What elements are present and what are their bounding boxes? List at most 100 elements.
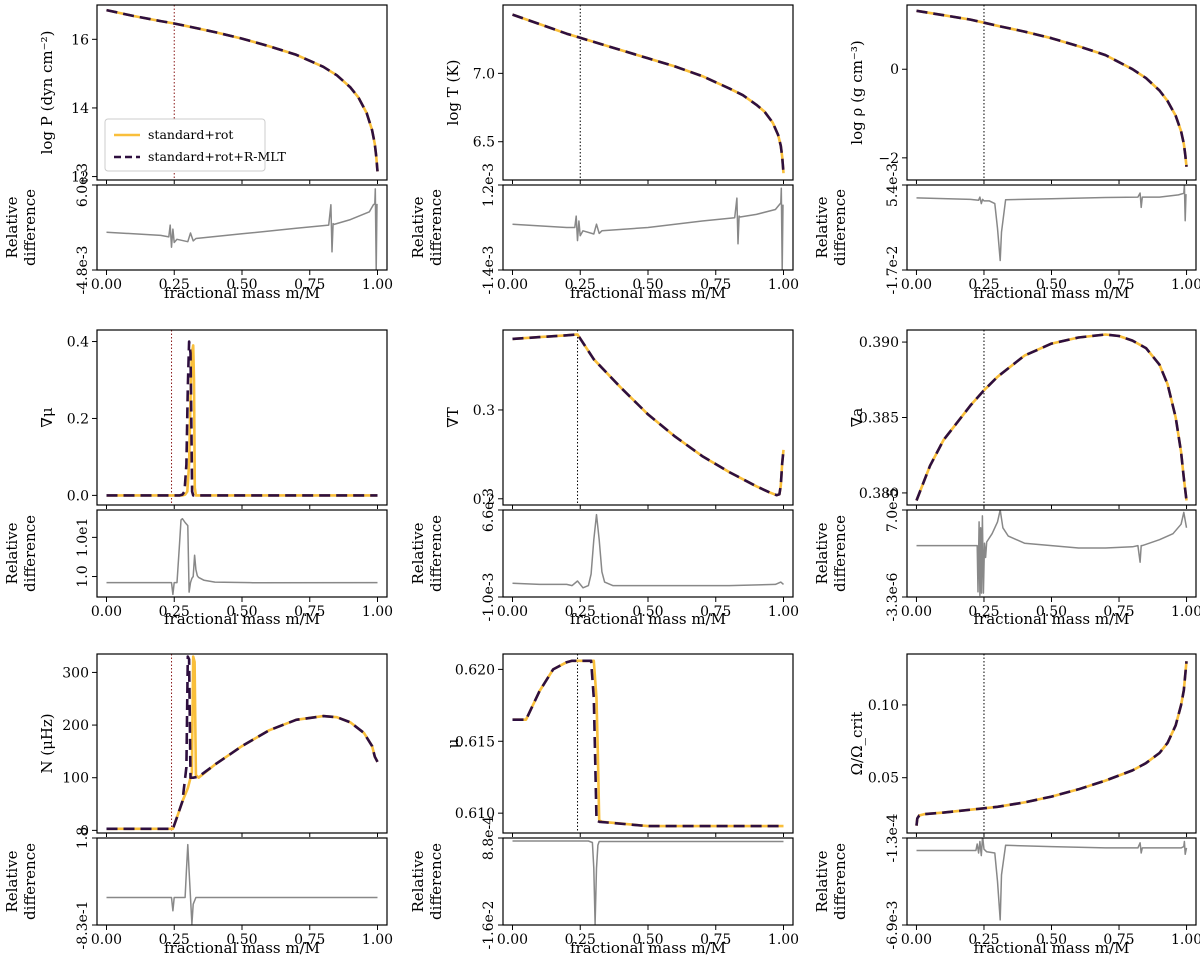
residual-y-label-line: difference (427, 515, 445, 592)
difference-line (512, 187, 784, 270)
panel-mu: 0.610 0.615 0.620 μ 8.8e-4 -1.6e-2 Relativedif… (409, 653, 799, 957)
xtick-label: 0.75 (700, 277, 731, 293)
series-line-standard-rot (915, 333, 1188, 501)
main-axes-frame (502, 329, 794, 506)
main-axes-frame (906, 653, 1197, 834)
legend-entry-standard-rot-rmlt: standard+rot+R-MLT (148, 149, 287, 164)
residual-ytick-label: -1.3e-4 (885, 813, 901, 862)
xtick-label: 0.75 (294, 604, 325, 620)
panel-Omega: 0.05 0.10Ω/Ω_crit -1.3e-4 -6.9e-3 Relativedi… (813, 653, 1200, 957)
residual-ytick-label: -6.9e-3 (885, 901, 901, 950)
residual-ytick-label: -1.4e-3 (481, 246, 497, 295)
residual-y-label-line: Relative (813, 850, 831, 912)
xtick-label: 0.00 (497, 277, 528, 293)
series-group (106, 655, 379, 831)
residual-ytick-label: -3.3e-6 (885, 572, 901, 621)
xtick-label: 0.50 (226, 932, 257, 948)
difference-line (106, 188, 378, 270)
residual-ytick-label: -1.0e-3 (481, 573, 497, 622)
xtick-label: 0.00 (91, 604, 122, 620)
xtick-label: 0.75 (1103, 932, 1134, 948)
residual-y-axis-label: Relativedifference (813, 515, 849, 592)
xtick-label: 0.50 (1036, 604, 1067, 620)
panel-gradA: 0.380 0.385 0.390 ∇a 7.0e-5 -3.3e-6 Relativedi… (813, 329, 1200, 628)
xtick-label: 0.75 (294, 932, 325, 948)
series-group (915, 661, 1188, 826)
xtick-label: 1.00 (362, 277, 393, 293)
x-axis-label: fractional mass m/M (164, 284, 320, 302)
xtick-label: 0.00 (497, 932, 528, 948)
ytick-label: 0.615 (455, 734, 495, 750)
residual-ytick-label: 6.0e-3 (75, 163, 91, 207)
residual-y-axis-label: Relativedifference (3, 515, 39, 592)
series-line-standard-rot-rmlt (106, 340, 378, 497)
residual-ytick-label: 1.0 (75, 565, 91, 587)
ytick-label: 7.0 (473, 66, 495, 82)
residual-group (106, 843, 378, 925)
residual-y-label-line: difference (21, 843, 39, 920)
ytick-label: 0.05 (868, 771, 899, 787)
xtick-label: 0.50 (632, 277, 663, 293)
series-group (915, 333, 1188, 501)
residual-ytick-label: 1.2e-3 (481, 163, 497, 207)
difference-line (512, 513, 784, 589)
xtick-label: 0.75 (1103, 604, 1134, 620)
series-line-standard-rot-rmlt (106, 8, 379, 172)
residual-group (512, 513, 784, 589)
y-axis-label: log T (K) (444, 60, 462, 126)
xtick-label: 0.75 (1103, 277, 1134, 293)
residual-y-label-line: Relative (813, 196, 831, 258)
residual-y-label-line: Relative (813, 522, 831, 584)
residual-y-label-line: difference (427, 189, 445, 266)
xtick-label: 0.50 (1036, 932, 1067, 948)
residual-ytick-label: 8.8e-4 (481, 816, 497, 860)
y-axis-label: log ρ (g cm⁻³) (848, 40, 866, 144)
x-axis-label: fractional mass m/M (164, 610, 320, 628)
series-line-standard-rot-rmlt (512, 659, 784, 828)
ytick-label: 16 (71, 32, 89, 48)
residual-ytick-label: 1.0e1 (75, 518, 91, 557)
xtick-label: 0.00 (901, 604, 932, 620)
ytick-label: 0 (80, 823, 89, 839)
residual-axes-frame (96, 184, 388, 271)
main-axes-frame (906, 4, 1197, 181)
residual-y-label-line: difference (21, 189, 39, 266)
residual-y-axis-label: Relativedifference (3, 843, 39, 920)
xtick-label: 1.00 (768, 932, 799, 948)
residual-axes-frame (502, 837, 794, 926)
residual-y-label-line: difference (21, 515, 39, 592)
ytick-label: 0.0 (67, 488, 89, 504)
xtick-label: 0.25 (968, 604, 999, 620)
residual-axes-frame (906, 509, 1197, 598)
difference-line (106, 843, 378, 925)
x-axis-label: fractional mass m/M (973, 939, 1129, 957)
series-line-standard-rot (512, 659, 784, 828)
series-line-standard-rot-rmlt (916, 9, 1188, 167)
residual-y-axis-label: Relativedifference (409, 189, 445, 266)
xtick-label: 0.25 (565, 277, 596, 293)
residual-axes-frame (96, 837, 388, 926)
residual-y-axis-label: Relativedifference (409, 843, 445, 920)
ytick-label: 100 (62, 771, 89, 787)
residual-ytick-label: 1.8 (75, 827, 91, 849)
residual-y-axis-label: Relativedifference (813, 843, 849, 920)
residual-ytick-label: 6.6e-3 (481, 488, 497, 532)
residual-y-axis-label: Relativedifference (409, 515, 445, 592)
xtick-label: 1.00 (1171, 604, 1200, 620)
xtick-label: 0.25 (159, 932, 190, 948)
residual-ytick-label: -1.7e-2 (885, 246, 901, 295)
ytick-label: 0.610 (455, 806, 495, 822)
panel-gradMu: 0.0 0.2 0.4 ∇μ 1.0 1.0e1 Relativedifference 0.0… (3, 329, 393, 628)
residual-y-label-line: difference (427, 843, 445, 920)
xtick-label: 0.75 (700, 932, 731, 948)
x-axis-label: fractional mass m/M (570, 284, 726, 302)
residual-group (512, 840, 784, 925)
series-group (512, 659, 784, 828)
xtick-label: 1.00 (768, 277, 799, 293)
residual-y-label-line: Relative (3, 850, 21, 912)
y-axis-label: ∇μ (38, 407, 56, 427)
xtick-label: 0.00 (91, 932, 122, 948)
legend-entry-standard-rot: standard+rot (148, 127, 233, 142)
residual-y-label-line: Relative (3, 522, 21, 584)
